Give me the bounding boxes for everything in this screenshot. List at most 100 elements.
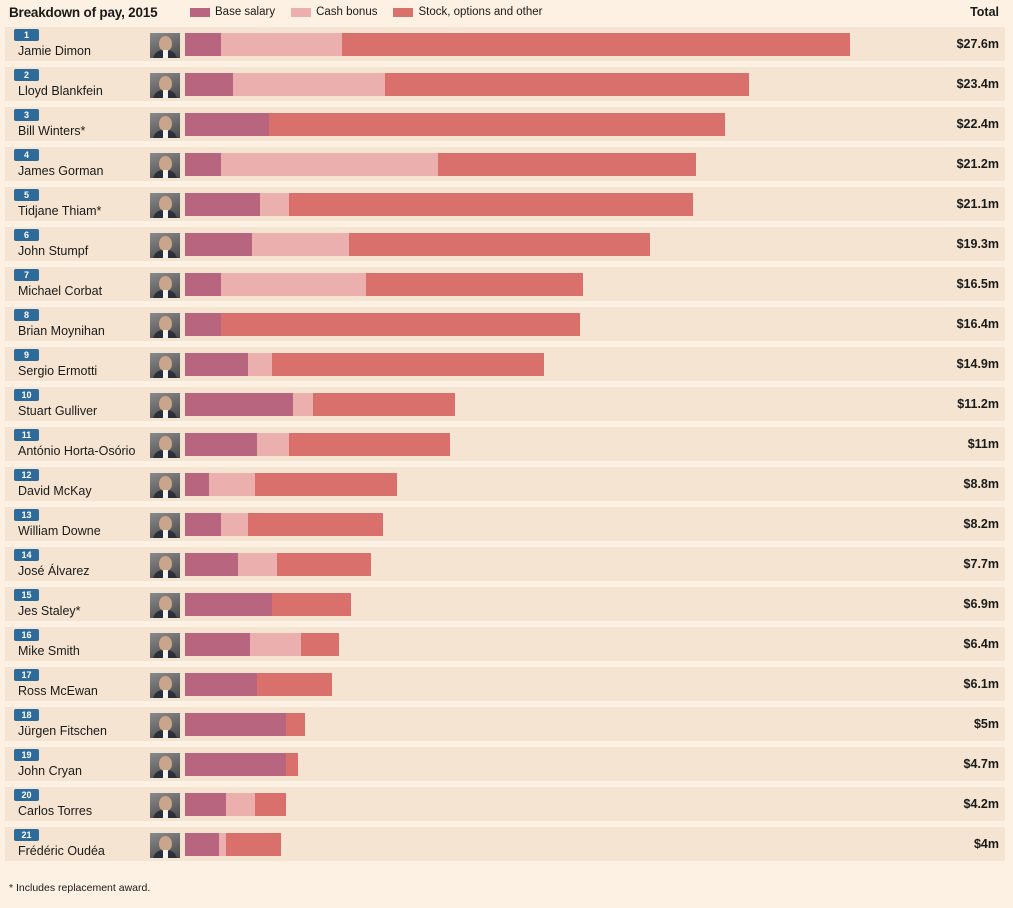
stock-options-segment bbox=[221, 313, 581, 336]
avatar bbox=[150, 33, 180, 58]
base-salary-segment bbox=[185, 633, 251, 656]
executive-name: David McKay bbox=[18, 484, 92, 498]
rank-badge: 11 bbox=[14, 429, 39, 441]
legend-swatch bbox=[393, 7, 414, 17]
rank-badge: 3 bbox=[14, 109, 39, 121]
legend-label: Cash bonus bbox=[316, 6, 378, 18]
table-row: 6 John Stumpf $19.3m bbox=[5, 227, 1005, 261]
stacked-bar bbox=[185, 833, 282, 856]
executive-name: Sergio Ermotti bbox=[18, 364, 98, 378]
executive-name: John Cryan bbox=[18, 764, 82, 778]
total-value: $21.1m bbox=[956, 197, 999, 211]
executive-name: Stuart Gulliver bbox=[18, 404, 98, 418]
stock-options-segment bbox=[254, 793, 287, 816]
chart-title: Breakdown of pay, 2015 bbox=[9, 5, 158, 20]
rank-badge: 15 bbox=[14, 589, 39, 601]
rank-badge: 20 bbox=[14, 789, 39, 801]
legend-item: Base salary bbox=[190, 6, 275, 18]
stacked-bar bbox=[185, 513, 383, 536]
table-row: 5 Tidjane Thiam* $21.1m bbox=[5, 187, 1005, 221]
legend-item: Cash bonus bbox=[291, 6, 377, 18]
cash-bonus-segment bbox=[221, 153, 438, 176]
rank-badge: 5 bbox=[14, 189, 39, 201]
total-value: $7.7m bbox=[963, 557, 999, 571]
table-row: 1 Jamie Dimon $27.6m bbox=[5, 27, 1005, 61]
avatar bbox=[150, 193, 180, 218]
table-row: 7 Michael Corbat $16.5m bbox=[5, 267, 1005, 301]
stock-options-segment bbox=[225, 833, 282, 856]
avatar bbox=[150, 633, 180, 658]
table-row: 13 William Downe $8.2m bbox=[5, 507, 1005, 541]
base-salary-segment bbox=[185, 593, 272, 616]
table-row: 18 Jürgen Fitschen $5m bbox=[5, 707, 1005, 741]
cash-bonus-segment bbox=[252, 233, 349, 256]
table-row: 16 Mike Smith $6.4m bbox=[5, 627, 1005, 661]
stacked-bar bbox=[185, 673, 332, 696]
executive-name: James Gorman bbox=[18, 164, 104, 178]
base-salary-segment bbox=[185, 353, 248, 376]
rank-badge: 8 bbox=[14, 309, 39, 321]
table-row: 10 Stuart Gulliver $11.2m bbox=[5, 387, 1005, 421]
base-salary-segment bbox=[185, 153, 222, 176]
avatar bbox=[150, 433, 180, 458]
avatar bbox=[150, 673, 180, 698]
avatar bbox=[150, 713, 180, 738]
total-value: $21.2m bbox=[956, 157, 999, 171]
base-salary-segment bbox=[185, 713, 287, 736]
total-value: $19.3m bbox=[956, 237, 999, 251]
total-value: $11m bbox=[967, 437, 999, 451]
base-salary-segment bbox=[185, 113, 270, 136]
total-value: $6.9m bbox=[963, 597, 999, 611]
rank-badge: 21 bbox=[14, 829, 39, 841]
table-row: 21 Frédéric Oudéa $4m bbox=[5, 827, 1005, 861]
total-value: $8.8m bbox=[963, 477, 999, 491]
total-value: $6.1m bbox=[963, 677, 999, 691]
stacked-bar bbox=[185, 353, 544, 376]
stacked-bar bbox=[185, 433, 451, 456]
rank-badge: 12 bbox=[14, 469, 39, 481]
table-row: 15 Jes Staley* $6.9m bbox=[5, 587, 1005, 621]
executive-name: António Horta-Osório bbox=[18, 444, 136, 458]
stacked-bar bbox=[185, 633, 340, 656]
total-value: $23.4m bbox=[956, 77, 999, 91]
avatar bbox=[150, 593, 180, 618]
rank-badge: 16 bbox=[14, 629, 39, 641]
avatar bbox=[150, 793, 180, 818]
stock-options-segment bbox=[247, 513, 383, 536]
cash-bonus-segment bbox=[221, 33, 342, 56]
chart-header: Breakdown of pay, 2015 Base salary Cash b… bbox=[0, 0, 1013, 26]
total-value: $4.2m bbox=[963, 797, 999, 811]
table-row: 20 Carlos Torres $4.2m bbox=[5, 787, 1005, 821]
executive-name: Frédéric Oudéa bbox=[18, 844, 105, 858]
avatar bbox=[150, 233, 180, 258]
stacked-bar bbox=[185, 753, 299, 776]
stacked-bar bbox=[185, 33, 850, 56]
stacked-bar bbox=[185, 593, 352, 616]
total-column-header: Total bbox=[970, 5, 999, 19]
stock-options-segment bbox=[257, 673, 332, 696]
executive-name: Carlos Torres bbox=[18, 804, 93, 818]
stacked-bar bbox=[185, 313, 581, 336]
table-row: 11 António Horta-Osório $11m bbox=[5, 427, 1005, 461]
base-salary-segment bbox=[185, 473, 210, 496]
stacked-bar bbox=[185, 713, 306, 736]
executive-name: Jürgen Fitschen bbox=[18, 724, 107, 738]
stock-options-segment bbox=[254, 473, 397, 496]
executive-name: Michael Corbat bbox=[18, 284, 103, 298]
avatar bbox=[150, 273, 180, 298]
avatar bbox=[150, 833, 180, 858]
base-salary-segment bbox=[185, 553, 238, 576]
table-row: 9 Sergio Ermotti $14.9m bbox=[5, 347, 1005, 381]
rank-badge: 17 bbox=[14, 669, 39, 681]
base-salary-segment bbox=[185, 673, 258, 696]
cash-bonus-segment bbox=[257, 433, 289, 456]
table-row: 8 Brian Moynihan $16.4m bbox=[5, 307, 1005, 341]
stock-options-segment bbox=[286, 713, 306, 736]
rank-badge: 19 bbox=[14, 749, 39, 761]
base-salary-segment bbox=[185, 393, 294, 416]
stock-options-segment bbox=[365, 273, 583, 296]
stacked-bar bbox=[185, 273, 583, 296]
base-salary-segment bbox=[185, 313, 222, 336]
total-value: $5m bbox=[973, 717, 999, 731]
avatar bbox=[150, 393, 180, 418]
